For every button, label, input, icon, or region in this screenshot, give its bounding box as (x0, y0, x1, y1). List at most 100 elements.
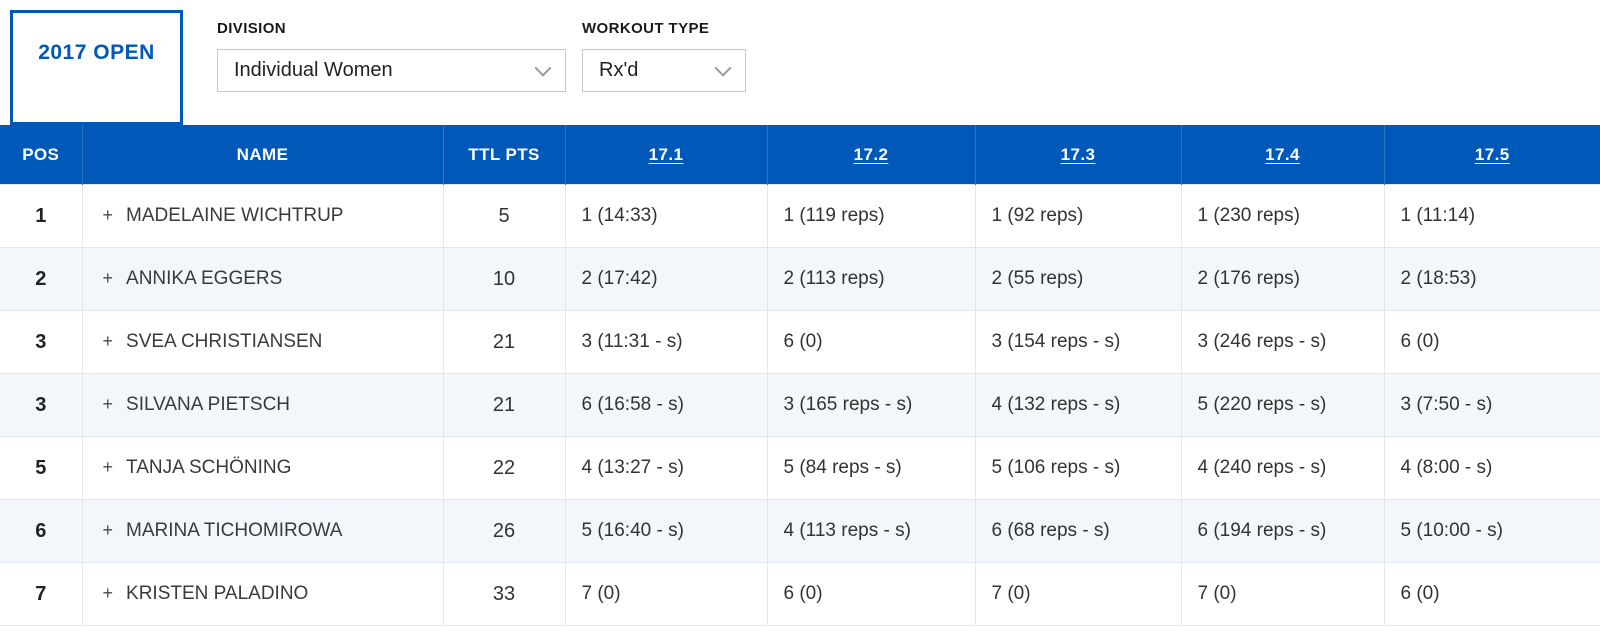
table-header-row: POS NAME TTL PTS 17.1 17.2 17.3 17.4 17.5 (0, 125, 1600, 185)
division-filter: DIVISION Individual Women (217, 20, 566, 92)
workout-score-cell-17-3: 7 (0) (974, 562, 1181, 626)
total-points-cell: 10 (442, 247, 565, 311)
expand-row-icon[interactable]: + (102, 268, 114, 288)
workout-score-cell-17-3: 1 (92 reps) (974, 184, 1181, 248)
column-header-17-3[interactable]: 17.3 (974, 125, 1181, 185)
position-cell: 7 (0, 562, 82, 626)
position-cell: 1 (0, 184, 82, 248)
workout-link-17-3[interactable]: 17.3 (1060, 144, 1096, 164)
workout-score-cell-17-1: 2 (17:42) (564, 247, 767, 311)
workout-score-cell-17-4: 6 (194 reps - s) (1180, 499, 1384, 563)
expand-row-icon[interactable]: + (102, 583, 114, 603)
table-row: 2 + ANNIKA EGGERS 10 2 (17:42) 2 (113 reps) 2 … (0, 247, 1600, 311)
column-header-17-4[interactable]: 17.4 (1180, 125, 1384, 185)
athlete-name: KRISTEN PALADINO (126, 583, 309, 604)
workout-score-cell-17-5: 6 (0) (1383, 310, 1600, 374)
workout-type-select[interactable]: Rx'd (582, 49, 746, 92)
workout-score-cell-17-3: 3 (154 reps - s) (974, 310, 1181, 374)
athlete-name-cell: + TANJA SCHÖNING (81, 436, 443, 500)
table-row: 1 + MADELAINE WICHTRUP 5 1 (14:33) 1 (119 rep… (0, 184, 1600, 248)
athlete-name: SILVANA PIETSCH (126, 394, 291, 415)
position-cell: 3 (0, 310, 82, 374)
workout-score-cell-17-2: 2 (113 reps) (766, 247, 975, 311)
column-header-17-5[interactable]: 17.5 (1383, 125, 1600, 185)
workout-score-cell-17-1: 7 (0) (564, 562, 767, 626)
total-points-cell: 21 (442, 373, 565, 437)
workout-score-cell-17-5: 2 (18:53) (1383, 247, 1600, 311)
workout-link-17-2[interactable]: 17.2 (853, 144, 889, 164)
workout-score-cell-17-3: 6 (68 reps - s) (974, 499, 1181, 563)
workout-score-cell-17-3: 4 (132 reps - s) (974, 373, 1181, 437)
division-selected-value: Individual Women (234, 59, 393, 81)
expand-row-icon[interactable]: + (102, 457, 114, 477)
column-header-17-2[interactable]: 17.2 (766, 125, 975, 185)
workout-score-cell-17-5: 3 (7:50 - s) (1383, 373, 1600, 437)
workout-score-cell-17-4: 5 (220 reps - s) (1180, 373, 1384, 437)
workout-score-cell-17-4: 1 (230 reps) (1180, 184, 1384, 248)
expand-row-icon[interactable]: + (102, 394, 114, 414)
workout-score-cell-17-4: 2 (176 reps) (1180, 247, 1384, 311)
table-row: 3 + SVEA CHRISTIANSEN 21 3 (11:31 - s) 6 (0) 3… (0, 310, 1600, 374)
column-header-name: NAME (81, 125, 443, 185)
workout-score-cell-17-2: 1 (119 reps) (766, 184, 975, 248)
workout-score-cell-17-4: 4 (240 reps - s) (1180, 436, 1384, 500)
table-row: 3 + SILVANA PIETSCH 21 6 (16:58 - s) 3 (165 r… (0, 373, 1600, 437)
workout-type-selected-value: Rx'd (599, 59, 639, 81)
workout-score-cell-17-2: 5 (84 reps - s) (766, 436, 975, 500)
workout-link-17-5[interactable]: 17.5 (1474, 144, 1510, 164)
column-header-17-1[interactable]: 17.1 (564, 125, 767, 185)
division-label: DIVISION (217, 20, 287, 37)
workout-type-filter: WORKOUT TYPE Rx'd (582, 20, 746, 92)
athlete-name-cell: + KRISTEN PALADINO (81, 562, 443, 626)
table-row: 5 + TANJA SCHÖNING 22 4 (13:27 - s) 5 (84 rep… (0, 436, 1600, 500)
workout-score-cell-17-4: 7 (0) (1180, 562, 1384, 626)
athlete-name: SVEA CHRISTIANSEN (126, 331, 323, 352)
total-points-cell: 22 (442, 436, 565, 500)
workout-score-cell-17-2: 6 (0) (766, 562, 975, 626)
table-row: 7 + KRISTEN PALADINO 33 7 (0) 6 (0) 7 (0) 7 (0)… (0, 562, 1600, 626)
chevron-down-icon (714, 59, 732, 77)
athlete-name: ANNIKA EGGERS (126, 268, 283, 289)
division-select[interactable]: Individual Women (217, 49, 566, 92)
position-cell: 5 (0, 436, 82, 500)
expand-row-icon[interactable]: + (102, 520, 114, 540)
athlete-name-cell: + MADELAINE WICHTRUP (81, 184, 443, 248)
open-2017-tab-label: 2017 OPEN (38, 41, 155, 64)
workout-score-cell-17-1: 1 (14:33) (564, 184, 767, 248)
workout-score-cell-17-5: 1 (11:14) (1383, 184, 1600, 248)
open-2017-tab[interactable]: 2017 OPEN (10, 10, 183, 125)
workout-score-cell-17-1: 6 (16:58 - s) (564, 373, 767, 437)
expand-row-icon[interactable]: + (102, 205, 114, 225)
position-cell: 3 (0, 373, 82, 437)
total-points-cell: 5 (442, 184, 565, 248)
leaderboard-table: POS NAME TTL PTS 17.1 17.2 17.3 17.4 17.5 1 + MAD… (0, 125, 1600, 626)
workout-score-cell-17-2: 4 (113 reps - s) (766, 499, 975, 563)
athlete-name-cell: + SILVANA PIETSCH (81, 373, 443, 437)
workout-score-cell-17-2: 6 (0) (766, 310, 975, 374)
column-header-ttl-pts: TTL PTS (442, 125, 565, 185)
column-header-pos: POS (0, 125, 82, 185)
expand-row-icon[interactable]: + (102, 331, 114, 351)
workout-score-cell-17-4: 3 (246 reps - s) (1180, 310, 1384, 374)
workout-score-cell-17-3: 5 (106 reps - s) (974, 436, 1181, 500)
workout-score-cell-17-5: 6 (0) (1383, 562, 1600, 626)
total-points-cell: 21 (442, 310, 565, 374)
workout-link-17-4[interactable]: 17.4 (1265, 144, 1300, 164)
workout-link-17-1[interactable]: 17.1 (648, 144, 684, 164)
workout-score-cell-17-5: 5 (10:00 - s) (1383, 499, 1600, 563)
athlete-name-cell: + MARINA TICHOMIROWA (81, 499, 443, 563)
total-points-cell: 26 (442, 499, 565, 563)
athlete-name: TANJA SCHÖNING (126, 457, 292, 478)
athlete-name-cell: + SVEA CHRISTIANSEN (81, 310, 443, 374)
athlete-name: MARINA TICHOMIROWA (126, 520, 343, 541)
workout-score-cell-17-5: 4 (8:00 - s) (1383, 436, 1600, 500)
workout-type-label: WORKOUT TYPE (582, 20, 710, 37)
position-cell: 2 (0, 247, 82, 311)
workout-score-cell-17-1: 5 (16:40 - s) (564, 499, 767, 563)
workout-score-cell-17-3: 2 (55 reps) (974, 247, 1181, 311)
workout-score-cell-17-1: 4 (13:27 - s) (564, 436, 767, 500)
athlete-name: MADELAINE WICHTRUP (126, 205, 344, 226)
athlete-name-cell: + ANNIKA EGGERS (81, 247, 443, 311)
total-points-cell: 33 (442, 562, 565, 626)
